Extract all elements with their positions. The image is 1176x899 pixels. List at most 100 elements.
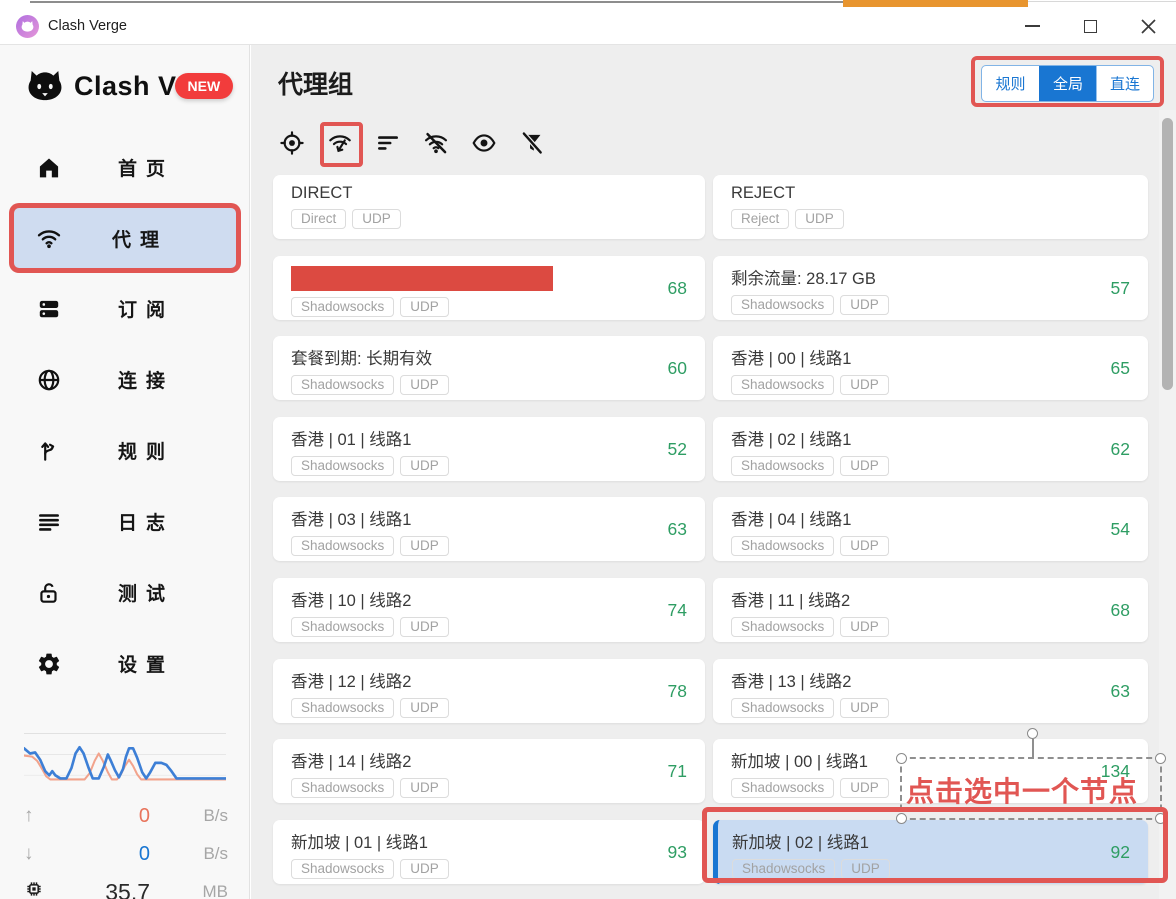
sort-button[interactable] (375, 130, 401, 156)
sidebar-item-settings[interactable]: 设置 (0, 628, 250, 699)
proxy-type-tag: Shadowsocks (291, 296, 395, 317)
proxy-type-tag: UDP (840, 375, 889, 396)
mode-switcher: 规则 全局 直连 (981, 65, 1154, 102)
proxy-tags: Direct UDP (291, 209, 689, 229)
sidebar-item-label: 规则 (118, 442, 175, 463)
proxy-card[interactable]: 香港 | 02 | 线路1 Shadowsocks UDP 62 (713, 416, 1148, 481)
latency-value: 63 (1110, 680, 1130, 701)
sidebar-item-test[interactable]: 测试 (0, 557, 250, 628)
latency-value: 68 (1110, 599, 1130, 620)
proxy-card[interactable]: 新加坡 | 01 | 线路1 Shadowsocks UDP 93 (273, 819, 705, 884)
proxy-card[interactable]: REJECT Reject UDP (713, 175, 1148, 239)
latency-value: 134 (1100, 761, 1130, 782)
proxy-type-tag: UDP (400, 697, 449, 718)
proxy-type-tag: UDP (400, 296, 449, 317)
scrollbar-thumb[interactable] (1162, 118, 1173, 390)
proxy-type-tag: UDP (400, 375, 449, 396)
traffic-sparkline (24, 745, 226, 781)
latency-value: 57 (1110, 277, 1130, 298)
proxy-card[interactable]: 香港 | 00 | 线路1 Shadowsocks UDP 65 (713, 336, 1148, 401)
sidebar-item-label: 设置 (118, 655, 175, 676)
proxy-name: 新加坡 | 01 | 线路1 (291, 833, 428, 852)
proxy-type-tag: Shadowsocks (291, 616, 395, 637)
proxy-card[interactable]: 新加坡 | 00 | 线路1 Shadowsocks UDP 134 (713, 739, 1148, 804)
proxy-type-tag: UDP (840, 294, 889, 315)
mode-global-button[interactable]: 全局 (1039, 66, 1096, 101)
traffic-divider (24, 733, 226, 734)
proxy-card[interactable]: 剩余流量: 28.17 GB Shadowsocks UDP 57 (713, 255, 1148, 320)
eye-button[interactable] (471, 130, 497, 156)
filter-off-button[interactable] (519, 130, 545, 156)
proxy-type-tag: UDP (400, 778, 449, 799)
proxy-type-tag: Shadowsocks (731, 778, 835, 799)
delay-test-button[interactable] (327, 130, 353, 156)
proxy-type-tag: UDP (841, 858, 890, 879)
sidebar-item-rules[interactable]: 规则 (0, 415, 250, 486)
locate-button[interactable] (279, 130, 305, 156)
memory-stat-row[interactable]: 35.7 MB (14, 873, 238, 899)
download-line (24, 745, 226, 780)
proxy-card[interactable]: 香港 | 03 | 线路1 Shadowsocks UDP 63 (273, 497, 705, 562)
proxy-card[interactable]: 香港 | 01 | 线路1 Shadowsocks UDP 52 (273, 416, 705, 481)
proxy-name: 剩余流量: 28.17 GB (731, 269, 876, 288)
proxy-card[interactable]: 套餐到期: 长期有效 Shadowsocks UDP 60 (273, 336, 705, 401)
cat-logo-icon (24, 65, 66, 107)
proxy-tags: Shadowsocks UDP (291, 697, 689, 718)
app-logo-icon (16, 15, 39, 38)
proxy-type-tag: UDP (795, 209, 844, 229)
proxy-type-tag: Shadowsocks (291, 455, 395, 476)
proxy-tags: Shadowsocks UDP (731, 778, 1132, 799)
background-window-edge (30, 1, 843, 3)
mode-rule-button[interactable]: 规则 (982, 66, 1039, 101)
sidebar-item-logs[interactable]: 日志 (0, 486, 250, 557)
sidebar-item-connections[interactable]: 连接 (0, 344, 250, 415)
mode-direct-button[interactable]: 直连 (1096, 66, 1153, 101)
maximize-button[interactable] (1068, 11, 1112, 41)
proxy-name: 香港 | 00 | 线路1 (731, 350, 852, 369)
latency-value: 62 (1110, 438, 1130, 459)
proxy-type-tag: UDP (840, 778, 889, 799)
upload-arrow-icon: ↑ (24, 805, 34, 826)
proxy-name: 香港 | 04 | 线路1 (731, 511, 852, 530)
proxy-type-tag: Shadowsocks (731, 294, 835, 315)
proxy-card[interactable]: 香港 | 10 | 线路2 Shadowsocks UDP 74 (273, 577, 705, 642)
latency-value: 63 (667, 519, 687, 540)
proxy-card[interactable]: 香港 | 13 | 线路2 Shadowsocks UDP 63 (713, 658, 1148, 723)
proxy-card[interactable]: 香港 | 14 | 线路2 Shadowsocks UDP 71 (273, 739, 705, 804)
proxy-type-tag: Shadowsocks (731, 375, 835, 396)
download-speed-unit: B/s (203, 844, 228, 863)
memory-value: 35.7 (105, 878, 150, 899)
proxy-name: 香港 | 14 | 线路2 (291, 753, 412, 772)
rules-icon (36, 438, 62, 464)
proxy-type-tag: UDP (840, 536, 889, 557)
proxy-tags: Shadowsocks UDP (731, 294, 1132, 315)
upload-speed-unit: B/s (203, 806, 228, 825)
sidebar-item-profiles[interactable]: 订阅 (0, 273, 250, 344)
sidebar-item-proxy[interactable]: 代理 (14, 208, 236, 268)
proxy-card[interactable]: DIRECT Direct UDP (273, 175, 705, 239)
proxy-type-tag: UDP (400, 455, 449, 476)
sidebar: Clash V NEW 首页 代理 订阅 连接 规则 日志 测试 设置 ↑ 0 B/s ↓ 0… (0, 45, 250, 899)
wifi-off-button[interactable] (423, 130, 449, 156)
proxy-tags: Shadowsocks UDP (732, 858, 1132, 879)
proxy-tags: Shadowsocks UDP (291, 536, 689, 557)
close-icon (1140, 18, 1156, 34)
proxy-toolbar (279, 130, 545, 156)
sidebar-item-label: 连接 (118, 371, 175, 392)
proxy-card[interactable]: 香港 | 04 | 线路1 Shadowsocks UDP 54 (713, 497, 1148, 562)
proxy-type-tag: Shadowsocks (291, 697, 395, 718)
minimize-button[interactable] (1010, 11, 1054, 41)
proxy-card[interactable]: 香港 | 11 | 线路2 Shadowsocks UDP 68 (713, 577, 1148, 642)
proxy-type-tag: Shadowsocks (731, 616, 835, 637)
close-button[interactable] (1126, 11, 1170, 41)
proxy-card-selected[interactable]: 新加坡 | 02 | 线路1 Shadowsocks UDP 92 (713, 819, 1148, 884)
proxy-card[interactable]: Shadowsocks UDP 68 (273, 255, 705, 320)
upload-stat-row: ↑ 0 B/s (14, 797, 238, 835)
latency-value: 54 (1110, 519, 1130, 540)
proxy-card[interactable]: 香港 | 12 | 线路2 Shadowsocks UDP 78 (273, 658, 705, 723)
redacted-node-name (291, 265, 553, 291)
proxy-type-tag: UDP (400, 536, 449, 557)
sidebar-item-home[interactable]: 首页 (0, 132, 250, 203)
gear-icon (36, 651, 62, 677)
